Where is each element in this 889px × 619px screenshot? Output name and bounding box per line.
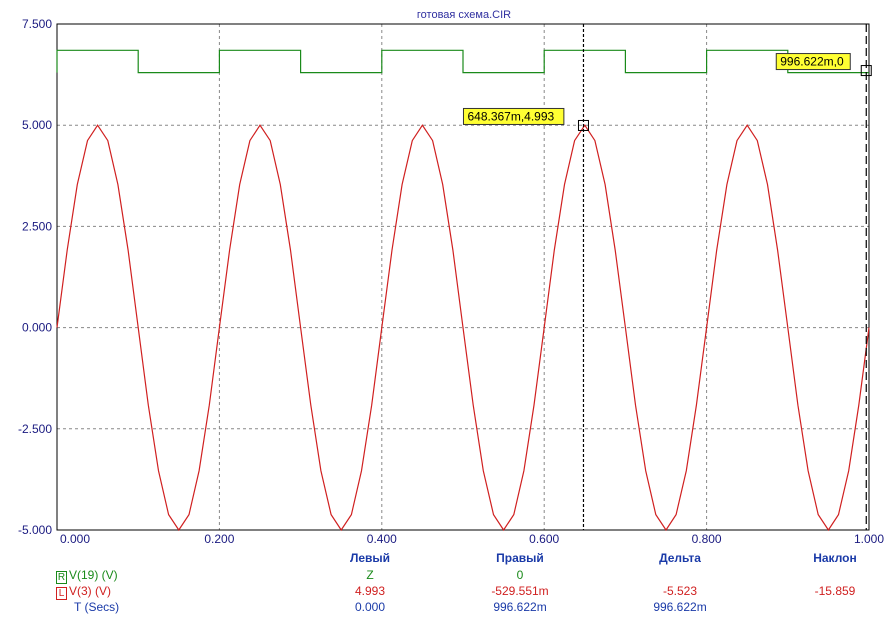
legend-marker-box: R (56, 571, 67, 584)
table-header: Левый (349, 551, 391, 565)
table-header: Дельта (659, 551, 701, 565)
table-cell: 0 (516, 568, 524, 582)
plot-frame (56, 23, 870, 531)
y-tick-label: -5.000 (18, 523, 52, 537)
cursor-label: 648.367m,4.993 (467, 109, 554, 123)
grid (57, 24, 869, 530)
table-header: Правый (496, 551, 544, 565)
legend-entry[interactable]: L V(3) (V) (56, 584, 111, 600)
y-axis: 7.500 5.000 2.500 0.000 -2.500 -5.000 (18, 17, 52, 537)
series-line-v-3-v- (56, 124, 870, 532)
legend-marker-box: L (56, 587, 67, 600)
y-tick-label: 5.000 (22, 118, 52, 132)
cursor-label-box (775, 53, 851, 71)
transient-plot[interactable]: готовая схема.CIR 7.500 5.000 2.500 0.000 -2… (0, 0, 889, 545)
legend-name: V(3) (V) (69, 584, 111, 598)
series-line-v-19-v- (56, 49, 869, 74)
series-group (56, 49, 870, 532)
legend-entry[interactable]: R V(19) (V) (56, 568, 118, 584)
table-header: Наклон (813, 551, 857, 565)
table-cell: 996.622m (493, 600, 547, 614)
cursor-marker (577, 119, 589, 131)
table-cell: 4.993 (354, 584, 386, 598)
table-cell: -529.551m (491, 584, 549, 598)
y-tick-label: -2.500 (18, 422, 52, 436)
x-tick-label: 0.600 (529, 532, 559, 545)
x-tick-label: 1.000 (854, 532, 884, 545)
cursor-marker (860, 65, 872, 77)
cursor-label: 996.622m,0 (780, 55, 844, 69)
chart-title: готовая схема.CIR (417, 9, 511, 21)
table-cell: 996.622m (653, 600, 707, 614)
y-tick-label: 0.000 (22, 321, 52, 335)
y-tick-label: 7.500 (22, 17, 52, 31)
y-tick-label: 2.500 (22, 219, 52, 233)
legend-entry[interactable]: T (Secs) (74, 600, 119, 614)
x-tick-label: 0.400 (367, 532, 397, 545)
x-tick-label: 0.000 (60, 532, 90, 545)
legend-name: T (Secs) (74, 600, 120, 614)
x-axis: 0.000 0.200 0.400 0.600 0.800 1.000 (60, 532, 884, 545)
table-cell: Z (366, 568, 374, 582)
table-cell: -5.523 (662, 584, 698, 598)
x-tick-label: 0.200 (204, 532, 234, 545)
x-tick-label: 0.800 (692, 532, 722, 545)
cursor-group[interactable]: 648.367m,4.993 996.622m,0 (462, 24, 872, 530)
legend-name: V(19) (V) (69, 568, 118, 582)
cursor-label-box (462, 107, 565, 125)
table-cell: 0.000 (354, 600, 386, 614)
table-cell: -15.859 (814, 584, 856, 598)
